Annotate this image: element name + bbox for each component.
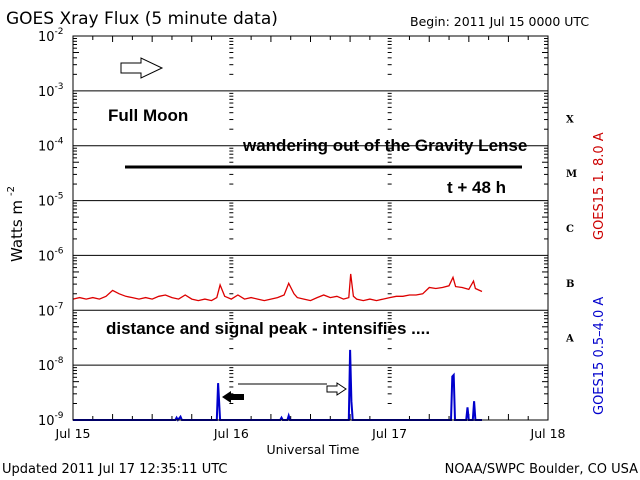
y-tick-label: 10-4: [38, 137, 64, 155]
y-tick-exponent: -6: [55, 246, 64, 256]
y-tick-label: 10-8: [38, 356, 64, 374]
flare-class-labels: X M C B A: [565, 114, 577, 344]
x-tick-label: Jul 17: [371, 426, 407, 441]
y-tick-exponent: -8: [55, 356, 64, 366]
flare-class-label: C: [566, 224, 574, 235]
y-tick-label: 10-2: [38, 27, 64, 45]
annotation-wandering: wandering out of the Gravity Lense: [242, 136, 527, 155]
y-tick-exponent: -7: [55, 301, 64, 311]
plot-frame: [72, 35, 549, 421]
y-tick-label: 10-7: [38, 301, 64, 319]
legend-long-channel: GOES15 1. 8.0 A: [592, 132, 607, 240]
y-axis: 10-210-310-410-510-610-710-810-9: [38, 27, 548, 429]
hollow-arrow-small-icon: [326, 382, 347, 396]
y-tick-label: 10-3: [38, 82, 64, 100]
x-tick-label: Jul 16: [213, 426, 249, 441]
flare-class-label: X: [566, 114, 574, 125]
y-tick-label: 10-5: [38, 192, 64, 210]
annotation-distance: distance and signal peak - intensifies .…: [106, 319, 430, 338]
series: [72, 273, 483, 422]
y-axis-label: Watts m -2: [6, 186, 26, 262]
source-label: NOAA/SWPC Boulder, CO USA: [445, 462, 638, 477]
y-tick-exponent: -2: [55, 27, 64, 37]
series-short-channel-line: [73, 349, 482, 422]
updated-timestamp: Updated 2011 Jul 17 12:35:11 UTC: [2, 462, 227, 477]
y-tick-exponent: -3: [55, 82, 64, 92]
svg-text:Watts m: Watts m: [8, 200, 26, 262]
hollow-arrow-right-icon: [120, 57, 164, 79]
begin-label: Begin: 2011 Jul 15 0000 UTC: [410, 14, 589, 29]
annotation-t48: t + 48 h: [447, 178, 506, 197]
flare-class-label: A: [565, 334, 574, 345]
x-axis: Jul 15 Jul 16 Jul 17 Jul 18: [55, 36, 566, 441]
flare-class-label: B: [566, 279, 574, 290]
grid: [73, 90, 548, 366]
legend-short-channel: GOES15 0.5–4.0 A: [592, 297, 607, 415]
svg-text:-2: -2: [6, 186, 17, 196]
x-tick-label: Jul 15: [55, 426, 91, 441]
y-tick-exponent: -4: [55, 137, 64, 147]
y-tick-label: 10-6: [38, 246, 64, 264]
chart-title: GOES Xray Flux (5 minute data): [6, 9, 278, 29]
x-axis-label: Universal Time: [267, 442, 360, 457]
flare-class-label: M: [566, 169, 577, 180]
y-tick-exponent: -5: [55, 192, 64, 202]
solid-arrow-left-icon: [222, 391, 244, 403]
series-long-channel-line: [72, 273, 483, 302]
annotation-full-moon: Full Moon: [108, 106, 188, 125]
y-tick-exponent: -9: [55, 411, 64, 421]
x-tick-label: Jul 18: [530, 426, 566, 441]
